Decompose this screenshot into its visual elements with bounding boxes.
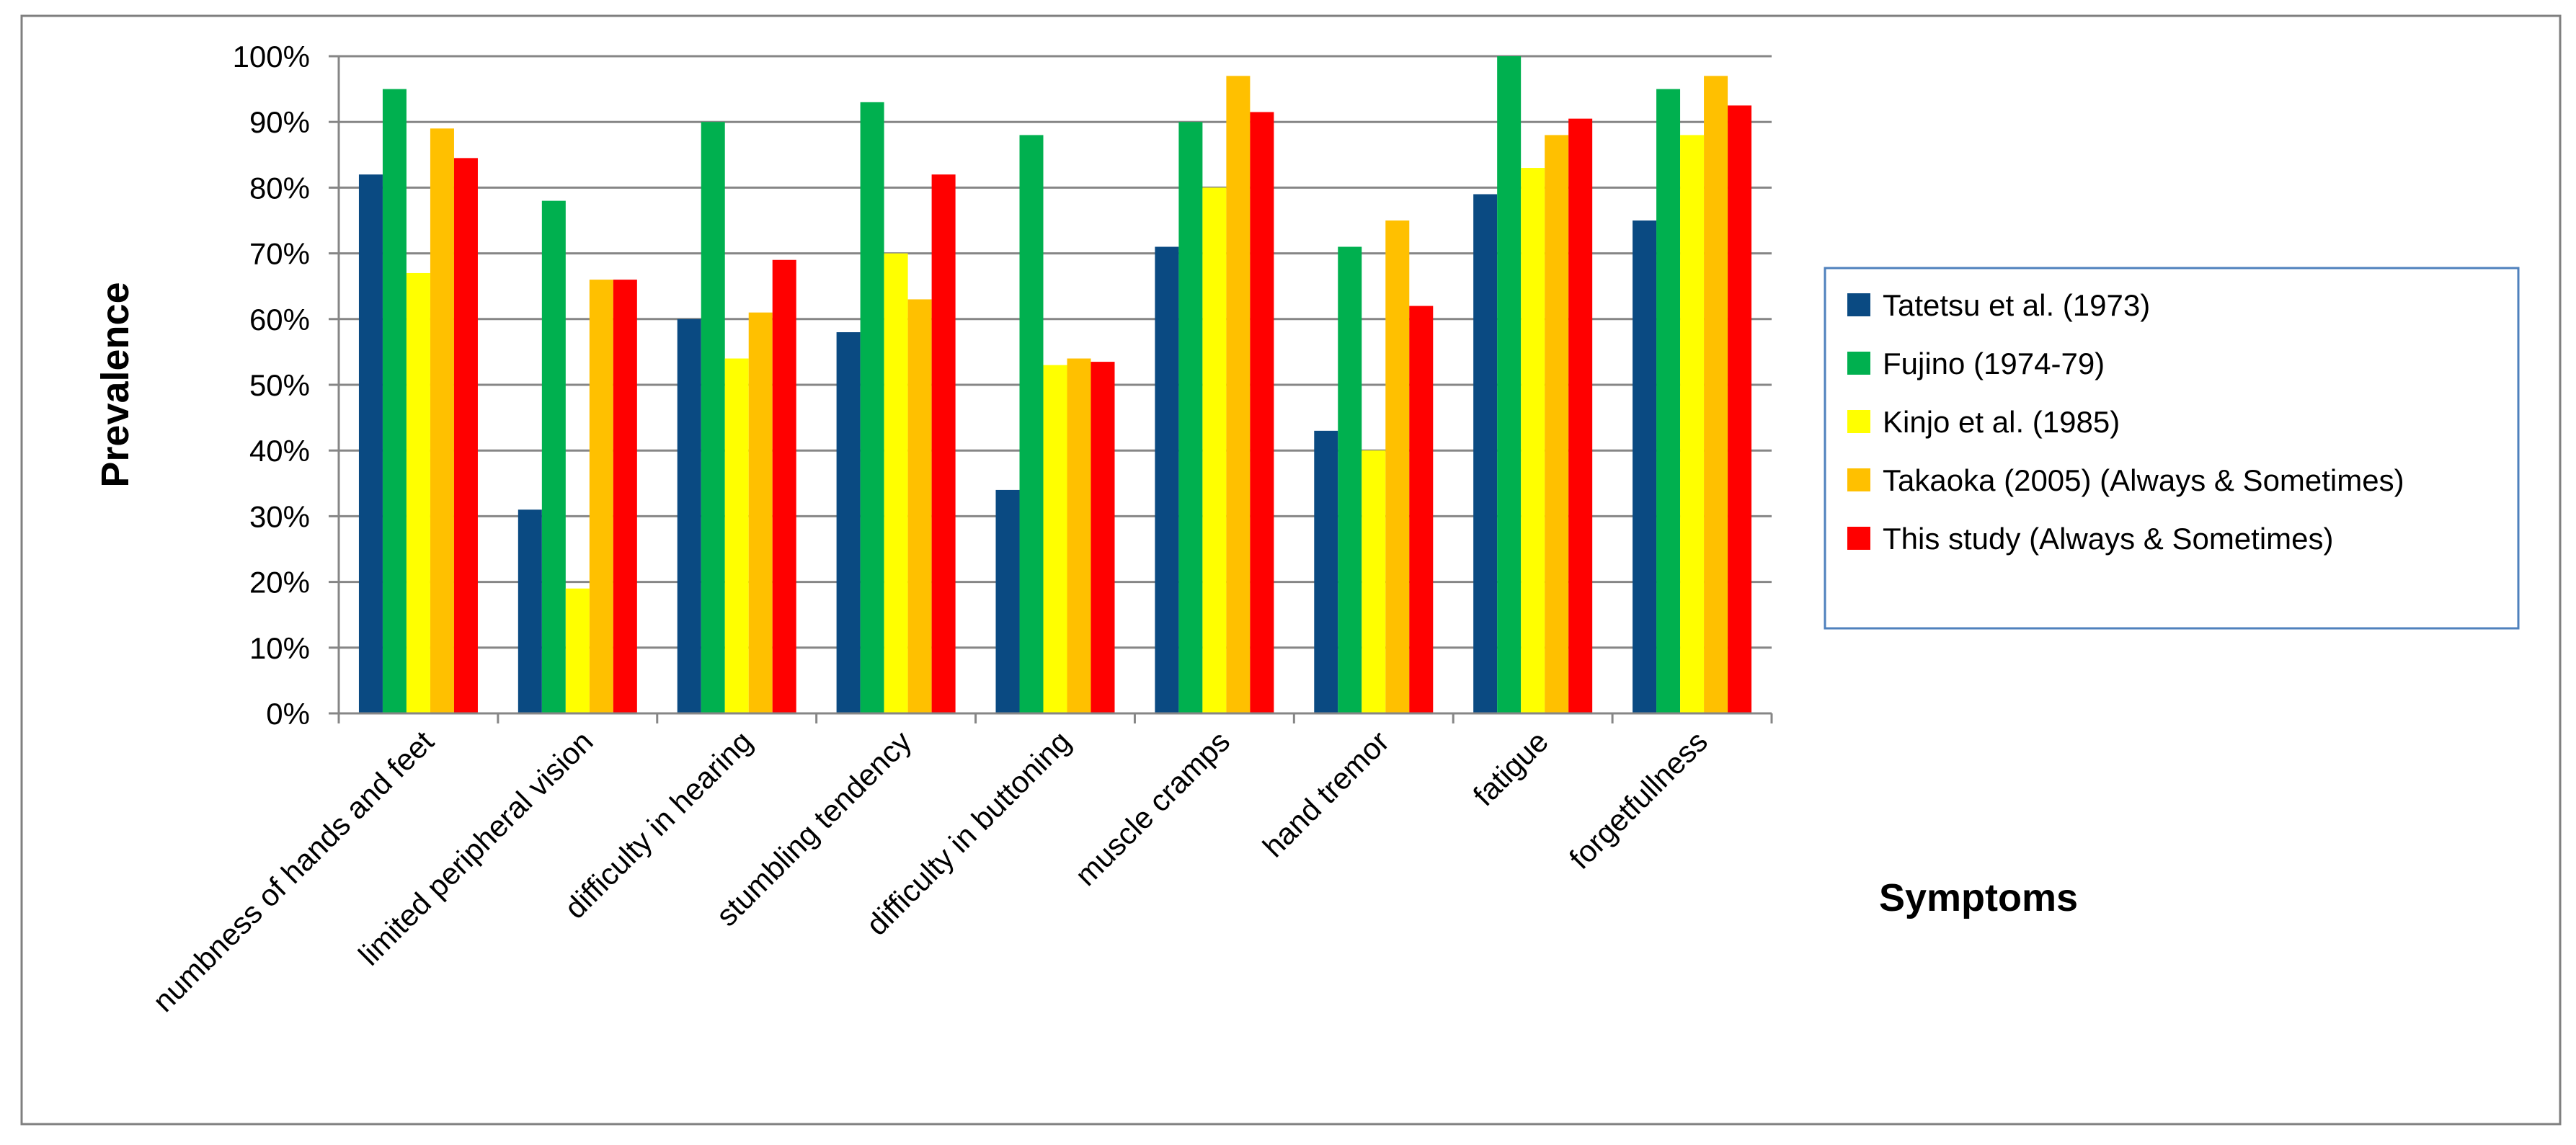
legend-swatch <box>1847 410 1870 433</box>
x-axis-title: Symptoms <box>1879 876 2078 919</box>
legend-swatch <box>1847 468 1870 491</box>
bar <box>1019 135 1044 713</box>
bar <box>907 299 932 713</box>
legend-label: Kinjo et al. (1985) <box>1883 405 2120 439</box>
bar <box>1568 118 1593 713</box>
bar <box>1043 365 1067 713</box>
legend-label: Tatetsu et al. (1973) <box>1883 288 2150 322</box>
bar <box>1362 450 1386 713</box>
bar <box>1728 105 1752 713</box>
bar <box>724 358 749 713</box>
bar <box>1067 358 1091 713</box>
bar <box>1473 194 1498 713</box>
legend: Tatetsu et al. (1973) Fujino (1974-79) Kin… <box>1824 267 2520 630</box>
bar <box>995 489 1020 713</box>
y-tick-label: 100% <box>233 40 310 73</box>
bar <box>1178 122 1203 713</box>
bar <box>1409 306 1434 713</box>
bar <box>931 174 956 713</box>
y-tick-label: 80% <box>249 171 310 205</box>
legend-label: This study (Always & Sometimes) <box>1883 522 2334 556</box>
bar <box>1521 168 1545 714</box>
bar <box>884 253 908 714</box>
bar <box>1385 220 1410 713</box>
bar <box>613 280 637 714</box>
bar <box>1250 112 1274 713</box>
y-tick-label: 0% <box>266 697 310 731</box>
bar <box>541 200 566 713</box>
bar <box>565 588 590 713</box>
y-tick-label: 30% <box>249 499 310 533</box>
bar <box>1091 362 1115 713</box>
bar <box>836 332 861 713</box>
bar <box>1497 56 1522 713</box>
bar <box>1155 246 1179 714</box>
bar <box>1704 76 1728 714</box>
y-axis-title: Prevalence <box>94 282 137 487</box>
y-tick-label: 70% <box>249 237 310 271</box>
legend-swatch <box>1847 293 1870 316</box>
bar <box>701 122 725 713</box>
bar <box>1633 220 1657 713</box>
y-tick-label: 40% <box>249 434 310 468</box>
bar <box>1202 187 1227 713</box>
y-tick-label: 60% <box>249 303 310 337</box>
bar <box>589 280 613 714</box>
axes <box>337 56 1773 723</box>
y-tick-label: 50% <box>249 368 310 402</box>
bar <box>430 128 454 713</box>
y-tick-label: 90% <box>249 105 310 139</box>
bar <box>772 259 796 714</box>
bar <box>677 318 701 713</box>
legend-items: Tatetsu et al. (1973) Fujino (1974-79) Kin… <box>1847 288 2404 556</box>
bar <box>748 312 773 713</box>
y-tick-label: 10% <box>249 631 310 665</box>
bars <box>358 56 1752 714</box>
legend-swatch <box>1847 352 1870 375</box>
legend-swatch <box>1847 527 1870 550</box>
bar <box>1226 76 1251 714</box>
bar <box>1545 135 1569 713</box>
bar <box>860 102 884 714</box>
bar <box>1656 89 1681 714</box>
bar <box>1314 430 1338 713</box>
bar <box>1680 135 1705 713</box>
y-tick-labels: 0% 10% 20% 30% 40% 50% 60% 70% 80% 90% 100% <box>233 40 310 731</box>
y-tick-label: 20% <box>249 566 310 600</box>
bar <box>518 509 542 713</box>
legend-box <box>1824 267 2520 630</box>
bar <box>453 158 478 714</box>
bar <box>1338 246 1362 714</box>
legend-label: Takaoka (2005) (Always & Sometimes) <box>1883 463 2404 497</box>
bar <box>358 174 383 713</box>
legend-label: Fujino (1974-79) <box>1883 347 2105 380</box>
bar <box>406 272 430 714</box>
bar <box>382 89 407 714</box>
